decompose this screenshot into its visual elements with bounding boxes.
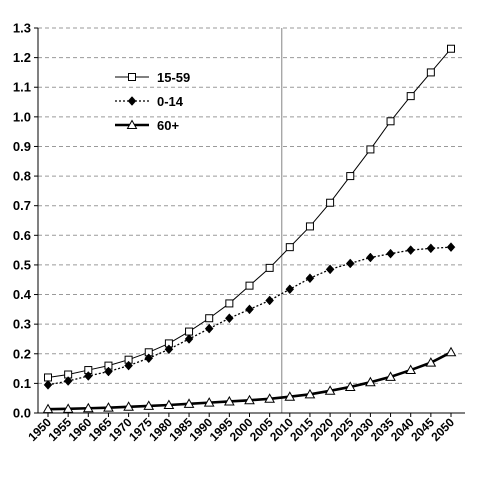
data-point [426, 243, 436, 254]
y-tick-label: 0.0 [13, 406, 31, 421]
data-point [285, 284, 295, 295]
data-point [366, 252, 375, 263]
data-point [62, 403, 74, 413]
y-tick-label: 1.3 [13, 21, 31, 36]
legend-label: 15-59 [157, 70, 190, 85]
x-tick-label: 2050 [428, 415, 457, 444]
series-0-14 [43, 242, 456, 390]
data-point [265, 263, 274, 272]
y-tick-label: 1.1 [13, 80, 31, 95]
data-point [225, 299, 234, 308]
data-series [42, 44, 457, 414]
data-point [445, 346, 457, 357]
data-point [446, 242, 456, 253]
data-point [164, 344, 174, 355]
series-15-59 [44, 44, 455, 382]
data-point [83, 371, 93, 381]
data-point [385, 371, 396, 381]
data-point [366, 145, 375, 154]
data-point [406, 245, 416, 255]
data-point [405, 364, 417, 375]
y-tick-label: 0.8 [13, 169, 31, 184]
data-point [44, 373, 52, 382]
data-point [425, 357, 437, 367]
data-point [305, 222, 314, 231]
data-point [184, 334, 194, 344]
data-point [284, 391, 296, 401]
data-point [326, 198, 335, 207]
y-tick-label: 0.5 [13, 257, 31, 272]
legend-item: 60+ [115, 118, 179, 133]
data-point [63, 376, 73, 386]
legend-label: 60+ [157, 118, 179, 133]
y-tick-label: 0.9 [13, 139, 31, 154]
series-line [47, 48, 452, 378]
legend-marker [128, 73, 136, 81]
data-point [265, 295, 274, 306]
data-point [325, 264, 335, 275]
data-point [324, 385, 336, 395]
legend-item: 15-59 [115, 70, 190, 85]
data-point [43, 379, 53, 390]
y-tick-label: 0.4 [13, 287, 32, 302]
data-point [245, 281, 254, 290]
data-point [163, 399, 175, 410]
data-point [42, 403, 54, 414]
data-point [426, 68, 435, 77]
axes [34, 27, 465, 417]
y-tick-label: 1.0 [13, 109, 31, 124]
data-point [204, 323, 214, 334]
data-point [143, 400, 155, 410]
y-tick-label: 0.1 [13, 376, 31, 391]
data-point [346, 172, 355, 181]
data-point [183, 398, 195, 408]
y-tick-label: 0.6 [13, 228, 31, 243]
data-point [205, 314, 214, 323]
data-point [244, 394, 255, 405]
y-tick-label: 0.7 [13, 198, 31, 213]
data-point [304, 388, 316, 399]
data-point [144, 353, 154, 364]
data-point [82, 402, 94, 413]
data-point [245, 304, 254, 315]
legend-label: 0-14 [157, 94, 184, 109]
legend: 15-59 0-14 60+ [115, 70, 190, 133]
data-point [103, 402, 114, 412]
gridlines [38, 27, 465, 413]
data-point [344, 381, 356, 391]
data-point [386, 117, 395, 126]
data-point [305, 273, 315, 284]
legend-marker [127, 96, 137, 106]
data-point [124, 360, 133, 371]
y-tick-label: 0.2 [13, 346, 31, 361]
data-point [225, 313, 234, 324]
data-point [123, 401, 134, 411]
data-point [386, 248, 395, 259]
data-point [104, 366, 113, 377]
data-point [345, 258, 355, 269]
data-point [406, 92, 415, 101]
data-point [223, 395, 235, 406]
data-point [285, 243, 294, 252]
data-point [365, 376, 376, 387]
y-tick-label: 0.3 [13, 317, 31, 332]
y-tick-label: 1.2 [13, 50, 31, 65]
data-point [447, 44, 455, 53]
legend-item: 0-14 [115, 94, 184, 109]
legend-marker [126, 119, 138, 129]
series-60+ [42, 346, 457, 414]
data-point [185, 327, 194, 336]
data-point [203, 397, 215, 407]
data-point [264, 393, 276, 403]
